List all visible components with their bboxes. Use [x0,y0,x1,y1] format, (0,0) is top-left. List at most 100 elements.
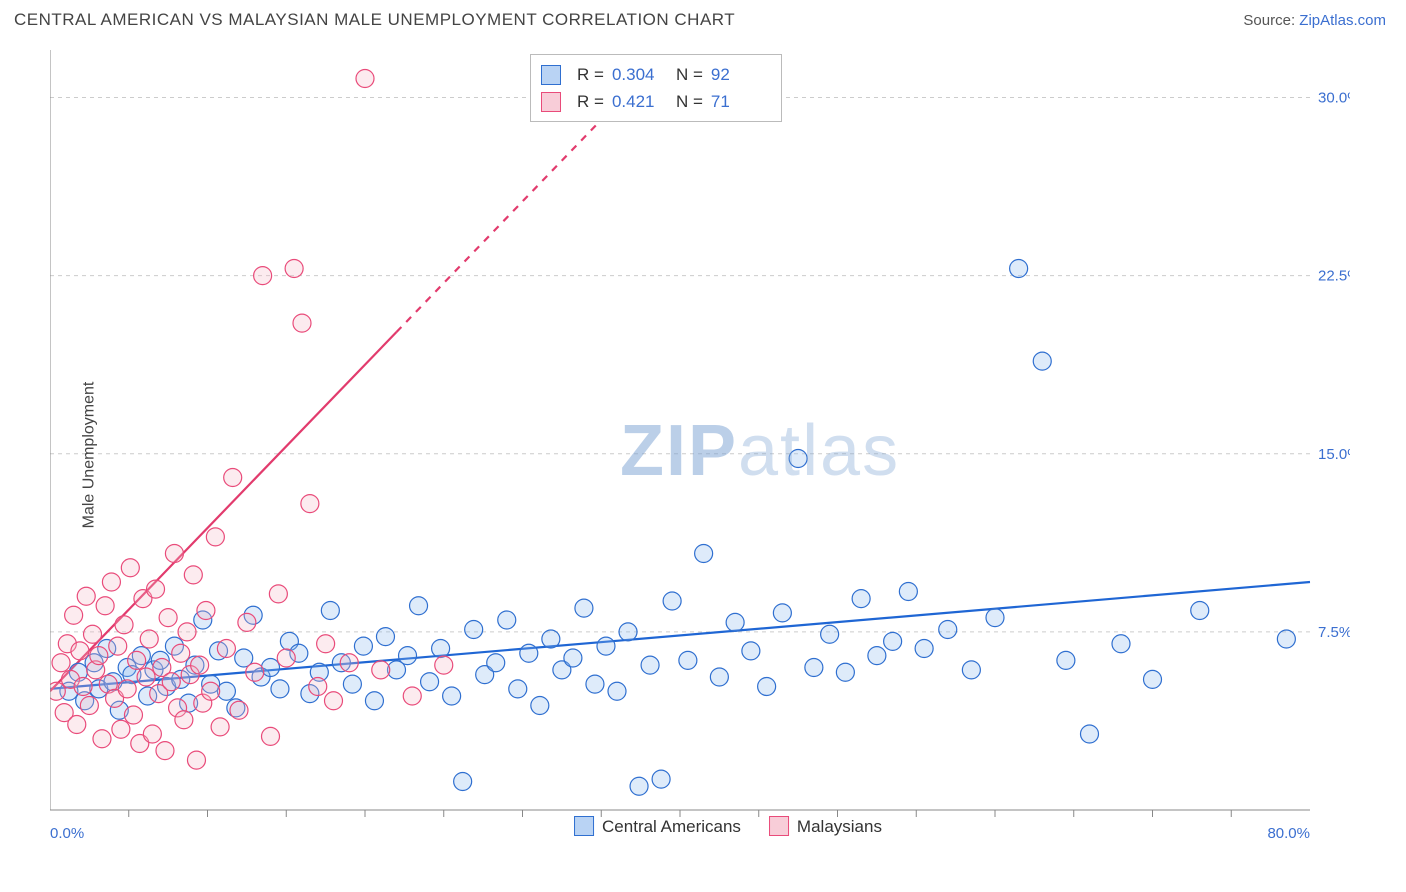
data-point [641,656,659,674]
data-point [271,680,289,698]
data-point [74,678,92,696]
data-point [121,559,139,577]
data-point [1057,651,1075,669]
data-point [309,678,327,696]
data-point [915,640,933,658]
data-point [262,727,280,745]
data-point [1191,602,1209,620]
data-point [162,673,180,691]
data-point [137,668,155,686]
data-point [403,687,421,705]
data-point [317,635,335,653]
n-label: N = [676,88,703,115]
data-point [531,697,549,715]
data-point [206,528,224,546]
data-point [597,637,615,655]
data-point [197,602,215,620]
data-point [509,680,527,698]
data-point [340,654,358,672]
n-label: N = [676,61,703,88]
data-point [899,583,917,601]
data-point [630,777,648,795]
data-point [399,647,417,665]
data-point [365,692,383,710]
data-point [821,625,839,643]
y-tick-label: 22.5% [1318,268,1350,285]
data-point [293,314,311,332]
legend-swatch [541,65,561,85]
legend-swatch [769,816,789,836]
data-point [454,773,472,791]
data-point [84,625,102,643]
data-point [487,654,505,672]
legend-stat-row: R =0.304N =92 [541,61,767,88]
data-point [191,656,209,674]
data-point [986,609,1004,627]
data-point [939,621,957,639]
data-point [102,573,120,591]
data-point [140,630,158,648]
data-point [432,640,450,658]
data-point [71,642,89,660]
legend-label: Malaysians [797,817,882,836]
data-point [1010,260,1028,278]
data-point [96,597,114,615]
data-point [277,649,295,667]
data-point [285,260,303,278]
data-point [789,450,807,468]
trend-line [50,332,397,691]
data-point [962,661,980,679]
data-point [159,609,177,627]
data-point [410,597,428,615]
y-tick-label: 30.0% [1318,90,1350,107]
data-point [301,495,319,513]
data-point [93,730,111,748]
data-point [1277,630,1295,648]
data-point [269,585,287,603]
legend-swatch [541,92,561,112]
r-value: 0.304 [612,61,668,88]
chart-title: CENTRAL AMERICAN VS MALAYSIAN MALE UNEMP… [14,10,735,30]
y-tick-label: 15.0% [1318,446,1350,463]
data-point [184,566,202,584]
data-point [143,725,161,743]
data-point [52,654,70,672]
n-value: 71 [711,88,767,115]
data-point [211,718,229,736]
legend-item: Malaysians [769,816,882,837]
data-point [128,651,146,669]
data-point [202,682,220,700]
data-point [465,621,483,639]
data-point [354,637,372,655]
data-point [619,623,637,641]
data-point [443,687,461,705]
data-point [118,680,136,698]
data-point [376,628,394,646]
data-point [187,751,205,769]
data-point [868,647,886,665]
data-point [156,742,174,760]
series-legend: Central AmericansMalaysians [574,816,882,837]
data-point [805,659,823,677]
source-link[interactable]: ZipAtlas.com [1299,12,1386,29]
data-point [115,616,133,634]
data-point [1144,670,1162,688]
legend-stat-row: R = 0.421N = 71 [541,88,767,115]
data-point [343,675,361,693]
data-point [109,637,127,655]
data-point [124,706,142,724]
chart-source: Source: ZipAtlas.com [1243,12,1386,29]
data-point [112,720,130,738]
r-value: 0.421 [612,88,668,115]
scatter-plot-svg: 7.5%15.0%22.5%30.0%0.0%80.0% [50,40,1350,870]
y-axis-label: Male Unemployment [80,382,98,529]
data-point [217,640,235,658]
data-point [1112,635,1130,653]
x-tick-label: 80.0% [1267,825,1310,842]
data-point [575,599,593,617]
data-point [238,613,256,631]
data-point [80,697,98,715]
data-point [178,623,196,641]
r-label: R = [577,61,604,88]
data-point [372,661,390,679]
